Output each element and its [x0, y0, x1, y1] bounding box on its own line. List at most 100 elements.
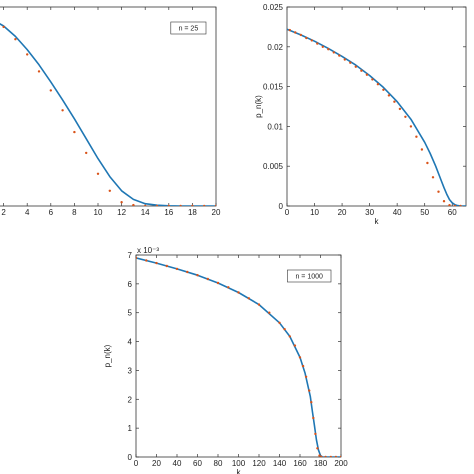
plot-area [0, 23, 216, 206]
x-tick-label: 80 [214, 459, 223, 468]
x-tick-label: 20 [338, 208, 347, 217]
data-point [120, 201, 123, 204]
x-tick-label: 0 [134, 459, 139, 468]
data-point [2, 25, 5, 29]
data-point [73, 130, 76, 134]
y-tick-label: 3 [128, 366, 133, 375]
data-point [365, 73, 369, 76]
chart-3: 0 20 40 60 80 100 120 140 160 180 200 0 1 2 3 4 5 6 7 k p_n(… [103, 246, 348, 474]
data-point [382, 88, 385, 92]
data-point [301, 364, 305, 368]
data-point [459, 204, 462, 206]
x-tick-label: 8 [72, 208, 77, 217]
data-point [203, 204, 206, 206]
data-point [216, 281, 220, 285]
data-point [442, 200, 446, 203]
y-tick-label: 0 [128, 453, 133, 462]
data-point [288, 28, 291, 32]
data-point [132, 203, 135, 206]
data-point [320, 455, 323, 457]
data-point [283, 328, 286, 331]
data-point [431, 176, 435, 179]
data-point [49, 89, 52, 92]
data-point [167, 204, 170, 206]
data-point [305, 36, 308, 40]
x-tick-label: 200 [334, 459, 348, 468]
data-point [343, 58, 346, 61]
data-point [316, 447, 319, 450]
data-point [393, 100, 396, 103]
data-point [310, 401, 313, 404]
x-tick-label: 10 [94, 208, 103, 217]
data-point [312, 416, 315, 420]
data-point [354, 65, 357, 68]
x-tick-label: 50 [420, 208, 429, 217]
data-point [314, 432, 317, 436]
data-point [404, 115, 407, 119]
x-tick-label: 6 [49, 208, 54, 217]
data-point [409, 125, 413, 128]
data-point [96, 172, 100, 175]
x-axis-label: k [237, 468, 242, 474]
data-point [453, 204, 457, 206]
legend-label: n = 25 [179, 26, 199, 33]
data-point [278, 321, 281, 324]
x-tick-label: 20 [212, 208, 221, 217]
data-point [85, 151, 88, 155]
data-point [294, 31, 297, 34]
x-tick-label: 16 [164, 208, 173, 217]
data-point [155, 261, 158, 265]
data-point [155, 204, 159, 206]
data-point [415, 135, 418, 138]
y-tick-label: 2 [128, 395, 133, 404]
x-tick-label: 12 [117, 208, 126, 217]
data-point [339, 455, 341, 457]
y-axis-label: p_n(k) [254, 95, 263, 118]
data-point [371, 78, 374, 81]
data-point [437, 190, 440, 193]
data-point [327, 48, 330, 51]
chart-1: 2 4 6 8 10 12 14 16 18 20 n = 25 [0, 6, 221, 217]
data-point [316, 42, 319, 45]
legend-box: n = 25 [170, 21, 207, 35]
data-point [324, 455, 327, 457]
x-tick-label: 160 [293, 459, 307, 468]
plot-frame [135, 254, 342, 458]
series-line [136, 257, 341, 457]
y-axis-label: p_n(k) [103, 344, 112, 367]
plot-frame [286, 6, 467, 207]
data-point [145, 259, 148, 262]
y-axis-exponent: x 10⁻³ [137, 246, 159, 255]
x-tick-label: 14 [141, 208, 150, 217]
x-tick-label: 60 [448, 208, 457, 217]
y-tick-label: 0.005 [263, 162, 284, 171]
data-point [108, 189, 112, 192]
data-point [420, 148, 424, 151]
y-tick-label: 0.025 [263, 3, 284, 12]
data-point [61, 109, 64, 112]
data-point [426, 161, 429, 165]
data-point [186, 270, 189, 274]
x-tick-label: 0 [285, 208, 290, 217]
legend-box: n = 1000 [287, 269, 332, 283]
plot-area [136, 256, 341, 457]
data-point [376, 83, 380, 86]
x-tick-label: 60 [193, 459, 202, 468]
data-point [398, 107, 402, 111]
data-point [26, 53, 29, 56]
data-point [334, 455, 338, 457]
y-tick-label: 6 [128, 280, 133, 289]
legend-frame [287, 269, 332, 283]
data-point [214, 204, 216, 206]
legend-frame [170, 21, 207, 35]
x-tick-label: 20 [152, 459, 161, 468]
data-point [310, 39, 313, 42]
data-point [237, 291, 240, 294]
data-point [14, 38, 17, 41]
y-tick-label: 0.02 [267, 43, 283, 52]
data-point [257, 303, 261, 306]
data-point [288, 335, 291, 338]
x-tick-label: 100 [232, 459, 246, 468]
data-point [179, 204, 182, 206]
